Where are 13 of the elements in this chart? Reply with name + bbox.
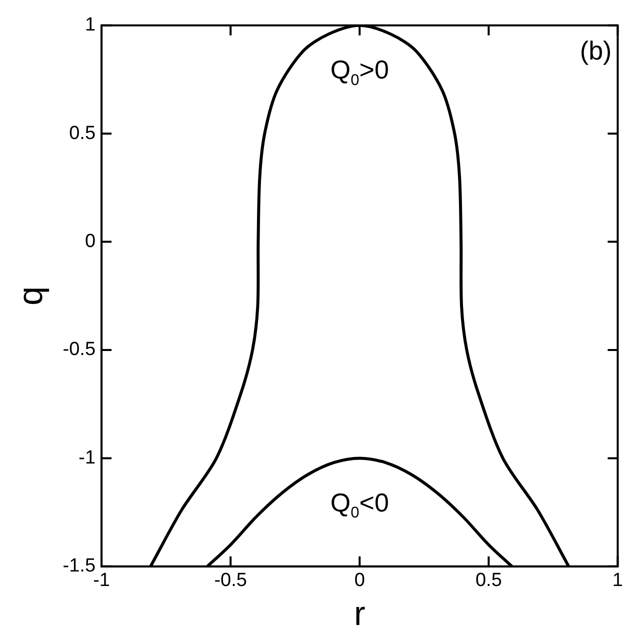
- x-axis-title: r: [354, 594, 366, 633]
- y-tick-label: 1: [84, 14, 96, 36]
- y-axis-title: q: [12, 286, 50, 306]
- x-tick-label: 0.5: [475, 570, 502, 592]
- y-tick-label: -1.5: [62, 556, 96, 577]
- annotation: (b): [580, 36, 612, 66]
- y-tick-label: 0.5: [69, 122, 96, 144]
- y-tick-label: -0.5: [62, 339, 96, 360]
- y-tick-label: 0: [84, 231, 96, 252]
- y-tick-label: -1: [78, 447, 96, 468]
- x-tick-label: 1: [612, 570, 624, 592]
- x-tick-label: -0.5: [214, 570, 247, 592]
- x-tick-label: 0: [354, 570, 365, 592]
